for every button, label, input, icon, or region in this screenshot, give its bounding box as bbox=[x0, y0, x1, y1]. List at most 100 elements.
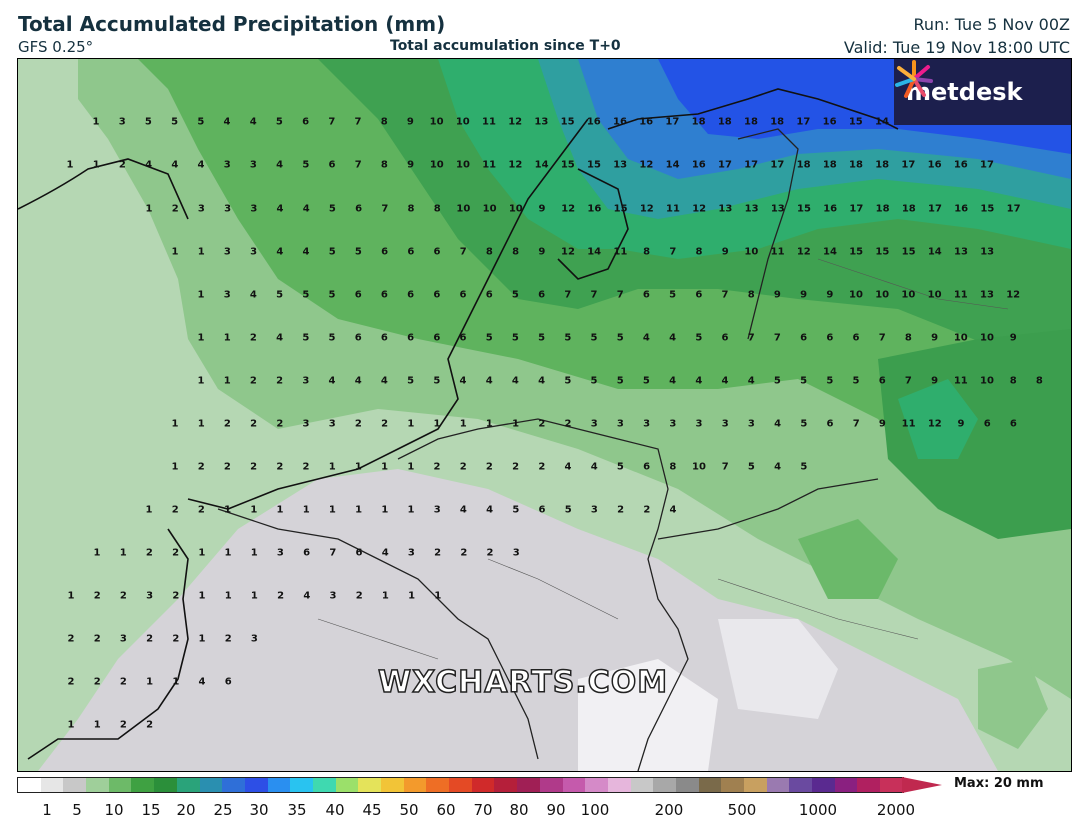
grid-value: 8 bbox=[643, 246, 651, 258]
grid-value: 3 bbox=[118, 116, 126, 128]
grid-value: 4 bbox=[774, 461, 782, 473]
grid-value: 17 bbox=[770, 159, 785, 171]
grid-value: 13 bbox=[980, 289, 994, 301]
scale-tick-label: 1 bbox=[42, 801, 52, 819]
scale-segment bbox=[426, 778, 450, 792]
grid-value: 9 bbox=[773, 289, 781, 301]
grid-value: 1 bbox=[119, 547, 127, 559]
grid-value: 14 bbox=[875, 116, 889, 128]
scale-segment bbox=[789, 778, 813, 792]
grid-value: 7 bbox=[329, 547, 337, 559]
scale-segment bbox=[335, 778, 359, 792]
grid-value: 5 bbox=[511, 332, 519, 344]
scale-segment bbox=[630, 778, 654, 792]
grid-value: 6 bbox=[328, 159, 336, 171]
grid-value: 4 bbox=[354, 375, 362, 387]
grid-value: 15 bbox=[797, 203, 811, 215]
grid-value: 1 bbox=[224, 547, 232, 559]
grid-value: 6 bbox=[826, 418, 834, 430]
grid-value: 18 bbox=[691, 116, 706, 128]
scale-segment bbox=[766, 778, 790, 792]
scale-tick-label: 100 bbox=[580, 801, 610, 819]
grid-value: 4 bbox=[328, 375, 336, 387]
scale-segment bbox=[698, 778, 722, 792]
grid-value: 13 bbox=[980, 246, 995, 258]
grid-value: 4 bbox=[564, 461, 572, 473]
grid-value: 3 bbox=[695, 418, 703, 430]
scale-segment bbox=[449, 778, 472, 792]
grid-value: 6 bbox=[1009, 418, 1017, 430]
grid-value: 6 bbox=[355, 547, 363, 559]
grid-value: 10 bbox=[980, 375, 994, 387]
grid-value: 5 bbox=[564, 332, 572, 344]
grid-value: 17 bbox=[665, 116, 680, 128]
grid-value: 15 bbox=[901, 246, 916, 258]
grid-value: 10 bbox=[875, 289, 890, 301]
grid-value: 1 bbox=[198, 590, 206, 602]
scale-segment bbox=[381, 778, 404, 792]
grid-value: 1 bbox=[93, 719, 101, 731]
grid-value: 1 bbox=[67, 719, 75, 731]
grid-value: 3 bbox=[669, 418, 677, 430]
scale-segment bbox=[857, 778, 881, 792]
grid-value: 7 bbox=[564, 289, 572, 301]
scale-segment bbox=[675, 778, 699, 792]
grid-value: 2 bbox=[538, 418, 546, 430]
grid-value: 1 bbox=[512, 418, 520, 430]
grid-value: 12 bbox=[927, 418, 942, 430]
grid-value: 4 bbox=[380, 375, 388, 387]
grid-value: 4 bbox=[669, 504, 677, 516]
grid-value: 18 bbox=[717, 116, 732, 128]
grid-value: 17 bbox=[796, 116, 811, 128]
scale-segment bbox=[494, 778, 518, 792]
grid-value: 7 bbox=[459, 246, 467, 258]
grid-value: 12 bbox=[561, 203, 576, 215]
grid-value: 1 bbox=[250, 547, 258, 559]
grid-value: 14 bbox=[927, 246, 942, 258]
scale-segment bbox=[108, 778, 132, 792]
grid-value: 4 bbox=[223, 116, 231, 128]
grid-value: 5 bbox=[276, 289, 284, 301]
grid-value: 1 bbox=[92, 116, 100, 128]
grid-value: 10 bbox=[692, 461, 706, 473]
grid-value: 3 bbox=[250, 246, 258, 258]
grid-value: 4 bbox=[276, 332, 284, 344]
grid-value: 2 bbox=[354, 418, 362, 430]
grid-value: 9 bbox=[406, 116, 414, 128]
scale-tick-label: 80 bbox=[509, 801, 529, 819]
grid-value: 1 bbox=[171, 418, 179, 430]
grid-value: 6 bbox=[407, 289, 415, 301]
grid-value: 1 bbox=[171, 461, 179, 473]
grid-value: 8 bbox=[1009, 375, 1017, 387]
grid-value: 8 bbox=[380, 116, 388, 128]
grid-value: 13 bbox=[613, 159, 628, 171]
scale-tick-label: 30 bbox=[249, 801, 269, 819]
grid-value: 5 bbox=[511, 289, 519, 301]
grid-value: 3 bbox=[616, 418, 624, 430]
scale-tick-label: 25 bbox=[213, 801, 233, 819]
grid-value: 4 bbox=[276, 203, 284, 215]
grid-value: 6 bbox=[380, 289, 388, 301]
grid-value: 1 bbox=[171, 246, 179, 258]
scale-segment bbox=[199, 778, 223, 792]
grid-value: 1 bbox=[198, 547, 206, 559]
scale-segment bbox=[358, 778, 381, 792]
grid-value: 3 bbox=[512, 547, 520, 559]
grid-value: 4 bbox=[538, 375, 546, 387]
grid-value: 6 bbox=[407, 332, 415, 344]
grid-value: 10 bbox=[429, 116, 444, 128]
precipitation-map[interactable]: metdesk 1 3 5 5 5 4 4 5 6 7 7 8 9 10 10 11 12 13 15 16 16 16 1… bbox=[17, 58, 1072, 772]
grid-value: 1 bbox=[146, 676, 154, 688]
grid-value: 6 bbox=[433, 332, 441, 344]
grid-value: 16 bbox=[954, 203, 969, 215]
grid-value: 2 bbox=[145, 547, 153, 559]
grid-value: 4 bbox=[669, 332, 677, 344]
grid-value: 13 bbox=[954, 246, 968, 258]
grid-value: 6 bbox=[302, 116, 310, 128]
grid-value: 5 bbox=[328, 246, 336, 258]
grid-value: 10 bbox=[849, 289, 863, 301]
grid-value: 2 bbox=[93, 676, 101, 688]
grid-value: 8 bbox=[695, 246, 703, 258]
grid-value: 13 bbox=[744, 203, 759, 215]
grid-value: 3 bbox=[329, 590, 337, 602]
